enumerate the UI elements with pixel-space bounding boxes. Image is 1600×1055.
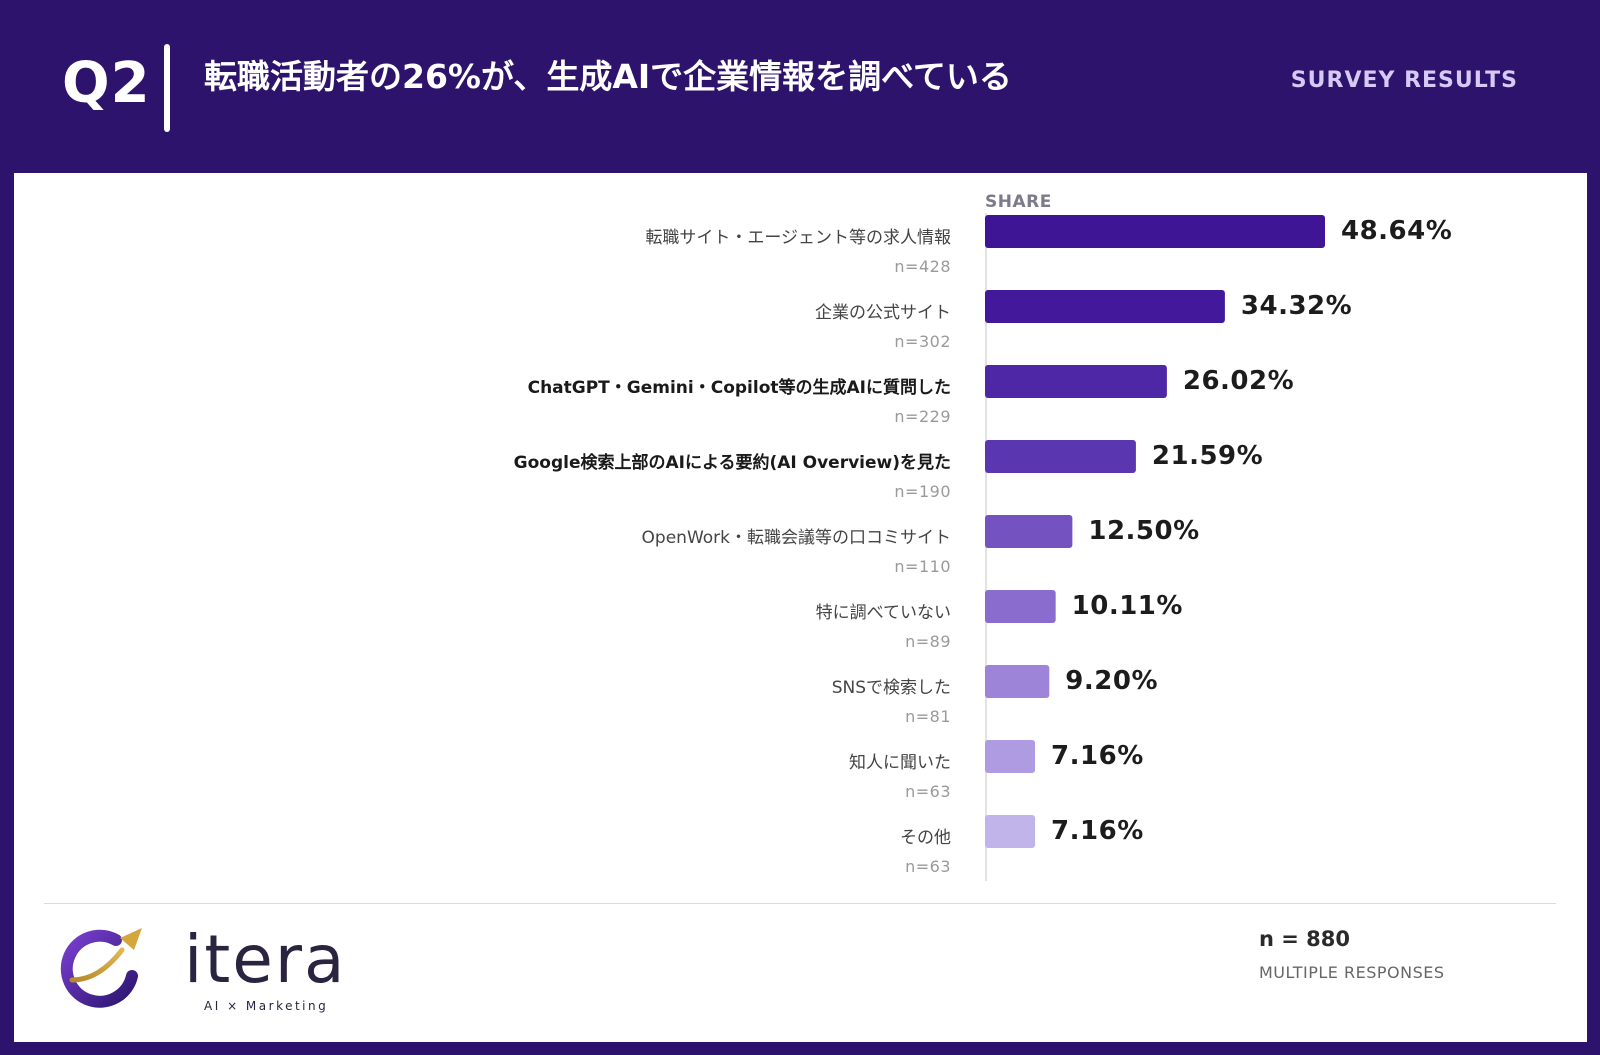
bar [985, 740, 1036, 773]
footer-divider [44, 903, 1556, 904]
category-count: n=428 [894, 257, 951, 276]
value-label: 26.02% [1183, 366, 1294, 396]
value-label: 48.64% [1341, 216, 1452, 246]
sample-size: n = 880 [1259, 927, 1351, 951]
category-count: n=302 [894, 332, 951, 351]
survey-results-tag: SURVEY RESULTS [1290, 68, 1518, 93]
bar [985, 515, 1073, 548]
value-label: 9.20% [1065, 666, 1158, 696]
page-title: 転職活動者の26%が、生成AIで企業情報を調べている [204, 57, 1012, 96]
bar [985, 365, 1167, 398]
chart-card: SHARE 転職サイト・エージェント等の求人情報 n=428 48.64% 企業の公式サ… [14, 173, 1587, 1042]
value-label: 7.16% [1051, 741, 1144, 771]
category-count: n=89 [905, 632, 951, 651]
logo-mark-icon [60, 928, 142, 1008]
category-label: 知人に聞いた [849, 753, 951, 773]
category-label: ChatGPT・Gemini・Copilot等の生成AIに質問した [528, 377, 951, 398]
category-count: n=63 [905, 857, 951, 876]
category-label: OpenWork・転職会議等の口コミサイト [642, 528, 951, 548]
bar [985, 815, 1036, 848]
category-label: 企業の公式サイト [815, 303, 951, 323]
category-count: n=190 [894, 482, 951, 501]
value-label: 21.59% [1152, 441, 1263, 471]
category-count: n=81 [905, 707, 951, 726]
value-label: 10.11% [1072, 591, 1183, 621]
category-count: n=63 [905, 782, 951, 801]
itera-logo: itera AI × Marketing [54, 918, 374, 1018]
value-label: 12.50% [1088, 516, 1199, 546]
category-label: その他 [900, 828, 951, 848]
bar [985, 665, 1050, 698]
value-label: 34.32% [1241, 291, 1352, 321]
bar [985, 290, 1225, 323]
brand-wordmark: itera [184, 921, 347, 998]
bar [985, 440, 1136, 473]
category-count: n=110 [894, 557, 951, 576]
category-label: SNSで検索した [832, 678, 951, 698]
question-label: Q2 [62, 51, 151, 116]
bar-chart: SHARE 転職サイト・エージェント等の求人情報 n=428 48.64% 企業の公式サ… [514, 192, 1452, 881]
category-label: 特に調べていない [816, 603, 951, 623]
category-count: n=229 [894, 407, 951, 426]
bar [985, 215, 1325, 248]
header-divider [164, 44, 170, 132]
value-label: 7.16% [1051, 816, 1144, 846]
share-column-header: SHARE [985, 192, 1052, 212]
brand-tagline: AI × Marketing [204, 999, 329, 1013]
bar [985, 590, 1056, 623]
category-label: 転職サイト・エージェント等の求人情報 [645, 228, 951, 248]
category-label: Google検索上部のAIによる要約(AI Overview)を見た [514, 452, 951, 473]
header-bar: Q2 転職活動者の26%が、生成AIで企業情報を調べている SURVEY RES… [0, 0, 1600, 172]
response-note: MULTIPLE RESPONSES [1259, 963, 1445, 982]
